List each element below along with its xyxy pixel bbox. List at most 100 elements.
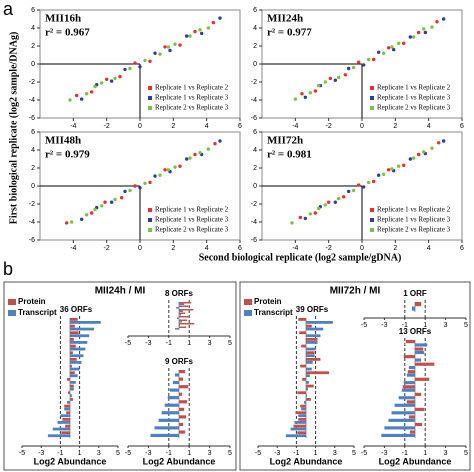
x-tick-label: 6	[460, 245, 464, 252]
bar	[306, 371, 330, 375]
bar	[381, 433, 415, 438]
point	[408, 35, 413, 39]
legend-swatch	[148, 96, 152, 100]
bar	[70, 331, 79, 335]
point	[386, 168, 391, 172]
point	[153, 51, 157, 55]
point	[376, 173, 381, 177]
y-tick-label: -2	[251, 79, 257, 86]
group-label: 36 ORFs	[60, 305, 93, 314]
bar	[64, 407, 70, 411]
bar	[70, 334, 90, 338]
point	[148, 180, 152, 185]
bar	[68, 391, 70, 395]
y-tick-label: -2	[29, 201, 35, 208]
legend-label: Protein	[18, 297, 46, 306]
point	[173, 42, 177, 46]
x-tick-label: -1	[402, 322, 408, 329]
point	[113, 76, 117, 81]
bar	[415, 302, 422, 307]
panel-label: a	[3, 0, 14, 19]
bar	[179, 430, 186, 434]
x-tick-label: 5	[464, 450, 468, 457]
bar	[70, 351, 73, 355]
legend-label: Replicate 1 vs Replicate 2	[155, 206, 229, 214]
point	[366, 57, 371, 62]
point	[168, 48, 172, 53]
x-tick-label: 1	[187, 450, 191, 457]
x-tick-label: 1	[78, 450, 82, 457]
bar	[174, 328, 179, 330]
annotation: r² = 0.977	[267, 27, 312, 39]
point	[421, 27, 426, 31]
x-tick-label: -3	[38, 450, 44, 457]
point	[84, 213, 89, 217]
bar	[47, 434, 70, 438]
x-tick-label: 1	[314, 450, 318, 457]
bar	[179, 309, 194, 311]
bar	[70, 338, 74, 341]
panel-box	[3, 281, 237, 471]
point	[93, 84, 97, 89]
bar	[179, 400, 188, 404]
annotation: r² = 0.981	[267, 149, 312, 161]
bar	[290, 427, 306, 431]
point	[421, 150, 426, 154]
bar	[179, 407, 185, 411]
x-tick-label: -5	[361, 322, 367, 329]
bar	[298, 318, 306, 321]
bar	[70, 361, 82, 364]
point	[416, 30, 421, 35]
bar	[179, 385, 189, 389]
point	[206, 26, 211, 30]
point	[158, 173, 162, 177]
bar	[306, 387, 308, 391]
point	[104, 77, 109, 82]
bar	[411, 306, 415, 311]
y-tick-label: -6	[251, 237, 257, 244]
point	[351, 65, 356, 70]
bar	[415, 343, 428, 347]
x-tick-label: 5	[352, 450, 356, 457]
point	[118, 74, 122, 79]
bar	[65, 424, 70, 428]
x-tick-label: 4	[427, 123, 431, 130]
bar	[415, 358, 422, 362]
point	[79, 97, 84, 101]
bar	[70, 387, 74, 391]
bar	[52, 427, 70, 431]
point	[148, 59, 152, 63]
point	[361, 185, 366, 189]
bar	[415, 377, 430, 381]
x-tick-label: -1	[166, 450, 172, 457]
point	[99, 204, 104, 208]
bar	[391, 411, 415, 415]
point	[336, 196, 341, 201]
annotation: r² = 0.979	[45, 149, 90, 161]
bar	[179, 392, 183, 396]
x-tick-label: 2	[171, 123, 175, 130]
point	[361, 63, 366, 67]
x-tick-label: -3	[145, 450, 151, 457]
point	[346, 189, 351, 194]
point	[184, 34, 189, 38]
x-tick-label: -4	[292, 123, 298, 130]
point	[326, 200, 331, 204]
group-label: 39 ORFs	[296, 305, 329, 314]
legend-label: Replicate 1 vs Replicate 2	[155, 84, 229, 92]
point	[366, 180, 371, 185]
y-tick-label: -4	[29, 219, 35, 226]
point	[313, 89, 318, 93]
y-tick-label: 0	[31, 61, 35, 68]
bar	[300, 364, 306, 368]
legend-swatch	[370, 218, 374, 222]
bar	[176, 317, 179, 320]
x-tick-label: -2	[104, 245, 110, 252]
point	[128, 188, 132, 193]
legend-swatch	[148, 86, 152, 90]
y-tick-label: 0	[31, 183, 35, 190]
y-tick-label: 4	[253, 147, 257, 154]
point	[411, 156, 416, 160]
bar	[415, 422, 423, 427]
